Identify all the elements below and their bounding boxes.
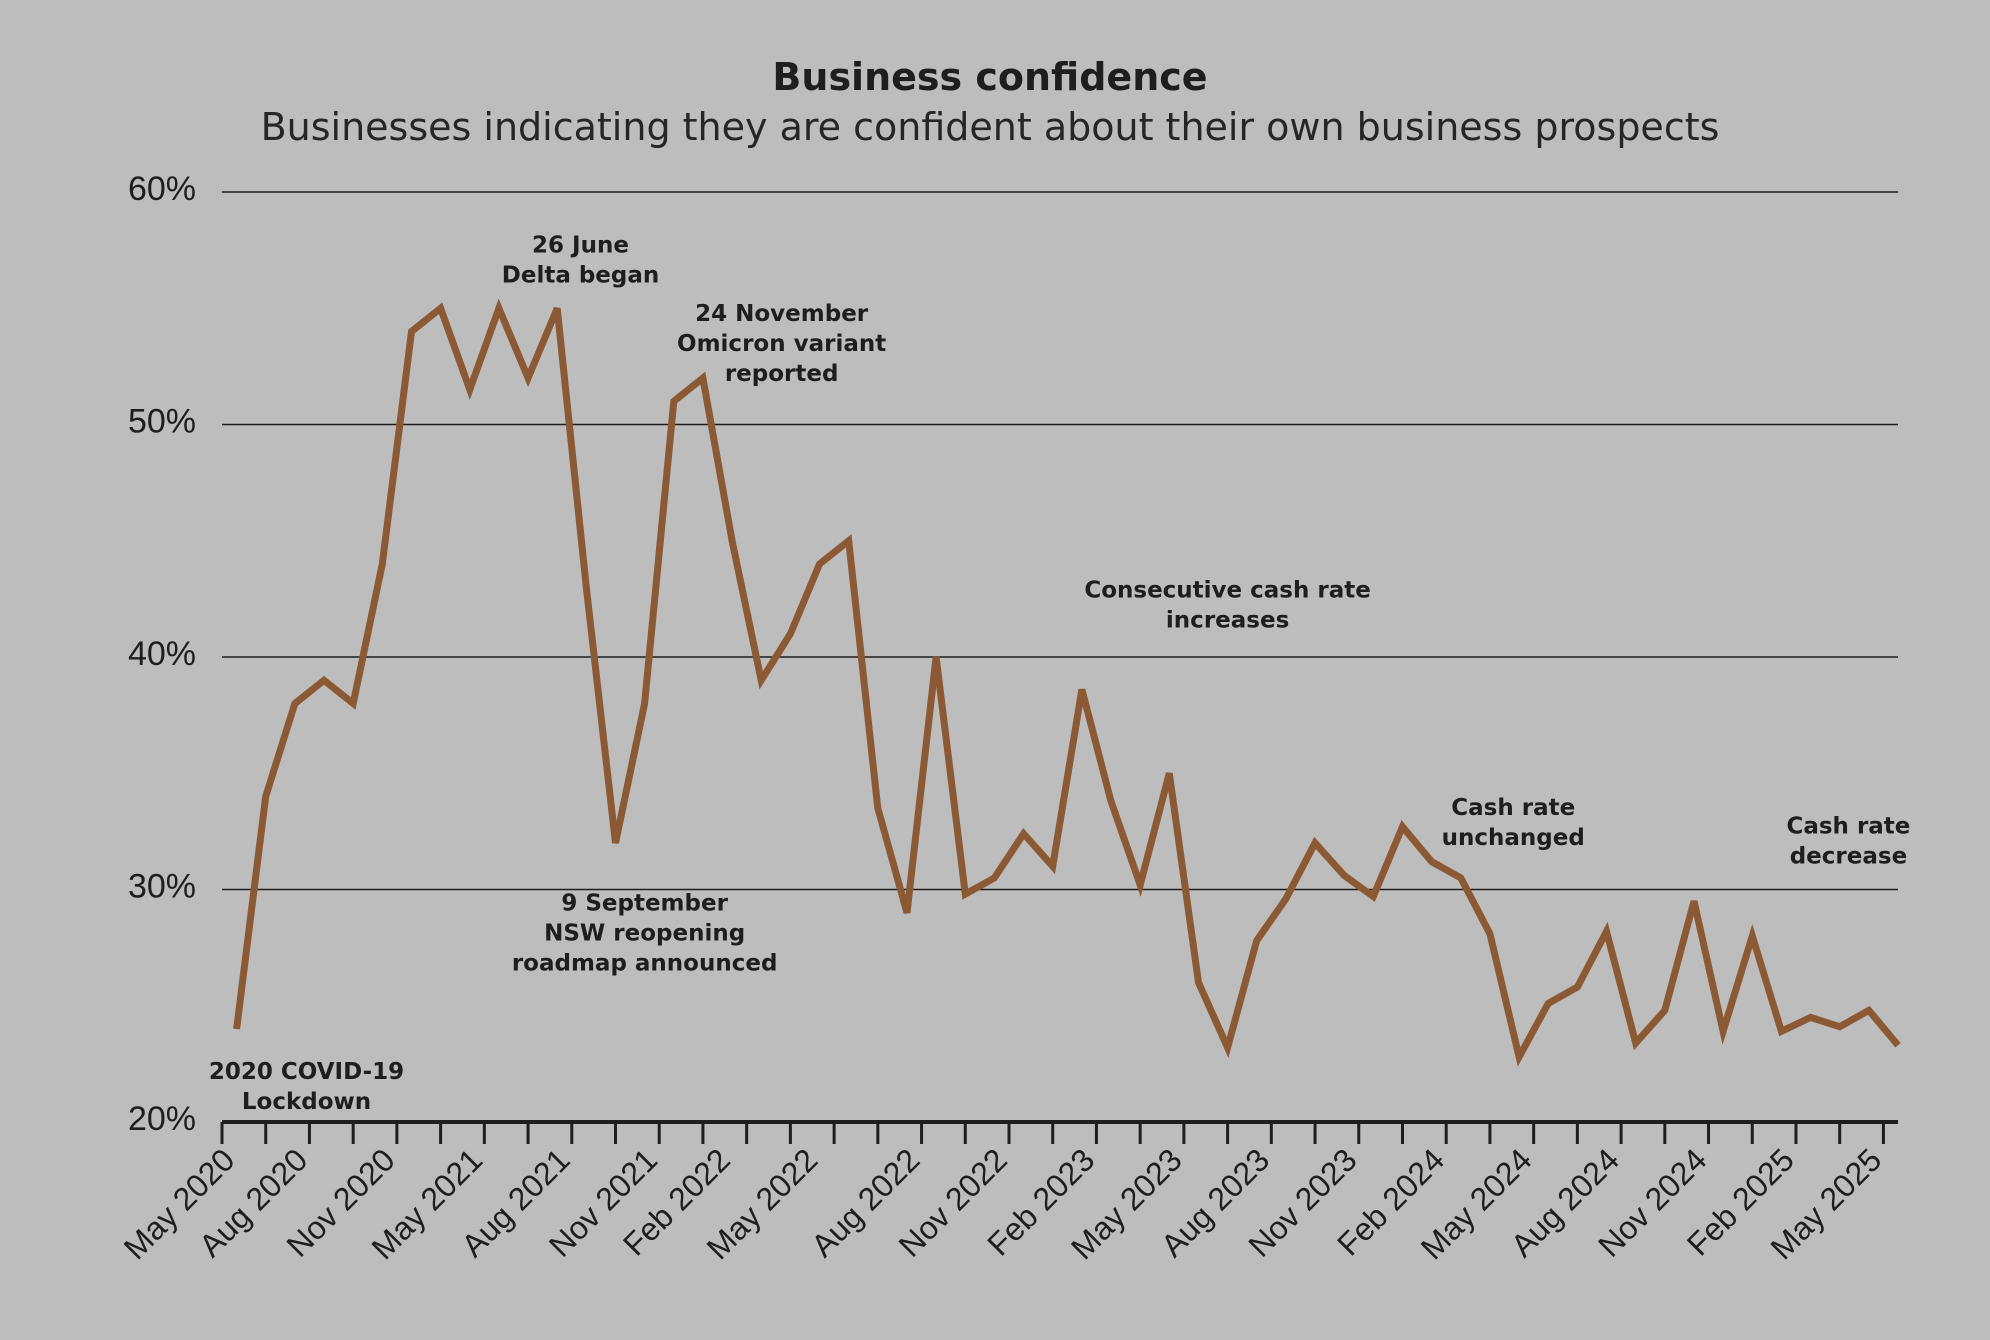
annotation-label: Lockdown [242,1089,371,1115]
y-tick-label: 60% [128,170,196,208]
chart-subtitle: Businesses indicating they are confident… [261,105,1720,149]
y-tick-label: 20% [128,1100,196,1138]
y-axis-tick-labels: 20% 30% 40% 50% 60% [128,170,196,1138]
chart-title: Business confidence [772,55,1207,99]
x-axis [220,1120,1898,1144]
annotation-label: unchanged [1442,825,1585,851]
series-line [233,298,1901,1067]
annotations: 2020 COVID-19 Lockdown 26 June Delta began 2… [209,232,1911,1115]
y-tick-label: 50% [128,403,196,441]
annotation-label: Omicron variant [677,331,886,357]
annotation-label: increases [1166,608,1289,634]
annotation-label: 24 November [695,301,869,327]
y-tick-label: 30% [128,868,196,906]
annotation-label: decrease [1790,844,1907,870]
annotation-label: reported [725,361,839,387]
annotation-label: Cash rate [1786,814,1910,840]
annotation-label: NSW reopening [544,920,745,946]
gridlines [222,191,1898,891]
annotation-label: 26 June [532,232,629,258]
y-tick-label: 40% [128,635,196,673]
annotation-label: 9 September [561,890,728,916]
annotation-label: Delta began [502,262,660,288]
annotation-label: 2020 COVID-19 [209,1059,404,1085]
annotation-label: Cash rate [1451,795,1575,821]
annotation-label: Consecutive cash rate [1084,578,1371,604]
series-layer [233,298,1901,1067]
annotation-label: roadmap announced [512,950,778,976]
